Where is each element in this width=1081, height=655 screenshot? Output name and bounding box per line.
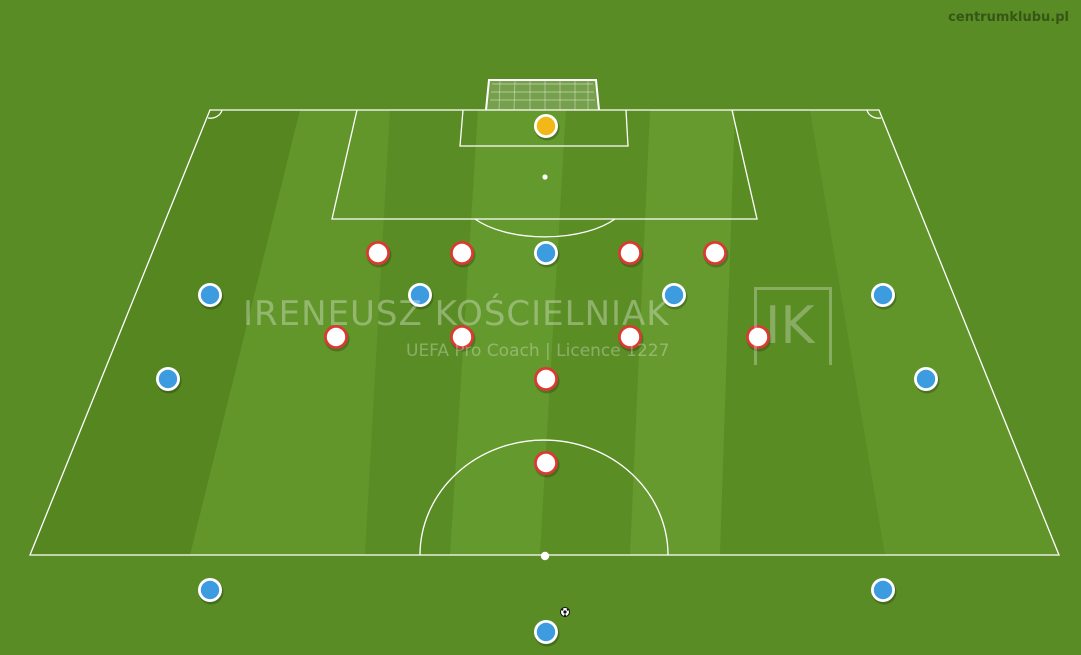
blue-player-marker-6[interactable] xyxy=(156,367,182,394)
goalkeeper-marker-1[interactable] xyxy=(534,114,560,141)
watermark-logo-text: IK xyxy=(765,296,815,356)
blue-player-marker-8[interactable] xyxy=(198,578,224,605)
goal xyxy=(485,79,600,111)
blue-player-marker-2[interactable] xyxy=(198,283,224,310)
watermark-logo: IK xyxy=(754,287,832,365)
blue-player-marker-4[interactable] xyxy=(662,283,688,310)
site-label[interactable]: centrumklubu.pl xyxy=(948,10,1069,25)
corner-arc-right xyxy=(866,109,882,119)
red-player-marker-1[interactable] xyxy=(366,241,392,268)
blue-player-marker-7[interactable] xyxy=(914,367,940,394)
pitch-stripes xyxy=(30,110,1059,555)
pitch-markings xyxy=(29,109,1060,556)
goal-area xyxy=(459,109,629,147)
watermark-name: IRENEUSZ KOŚCIELNIAK xyxy=(243,294,670,334)
red-player-marker-7[interactable] xyxy=(618,325,644,352)
center-spot xyxy=(540,551,550,561)
pitch-boundary xyxy=(29,109,1060,556)
red-player-marker-2[interactable] xyxy=(450,241,476,268)
red-player-marker-8[interactable] xyxy=(746,325,772,352)
watermark-subtitle: UEFA Pro Coach | Licence 1227 xyxy=(406,341,670,361)
blue-player-marker-5[interactable] xyxy=(871,283,897,310)
red-player-marker-9[interactable] xyxy=(534,367,560,394)
players-layer xyxy=(156,114,940,647)
soccer-ball-icon[interactable] xyxy=(560,607,570,617)
red-player-marker-5[interactable] xyxy=(324,325,350,352)
penalty-arc xyxy=(474,218,616,238)
penalty-spot xyxy=(542,174,548,180)
red-player-marker-6[interactable] xyxy=(450,325,476,352)
blue-player-marker-1[interactable] xyxy=(534,241,560,268)
center-circle-arc xyxy=(419,439,669,556)
red-player-marker-4[interactable] xyxy=(703,241,729,268)
blue-player-marker-9[interactable] xyxy=(871,578,897,605)
red-player-marker-10[interactable] xyxy=(534,451,560,478)
blue-player-marker-3[interactable] xyxy=(408,283,434,310)
corner-arc-left xyxy=(207,109,223,119)
penalty-box xyxy=(331,109,758,220)
blue-player-marker-10[interactable] xyxy=(534,620,560,647)
red-player-marker-3[interactable] xyxy=(618,241,644,268)
